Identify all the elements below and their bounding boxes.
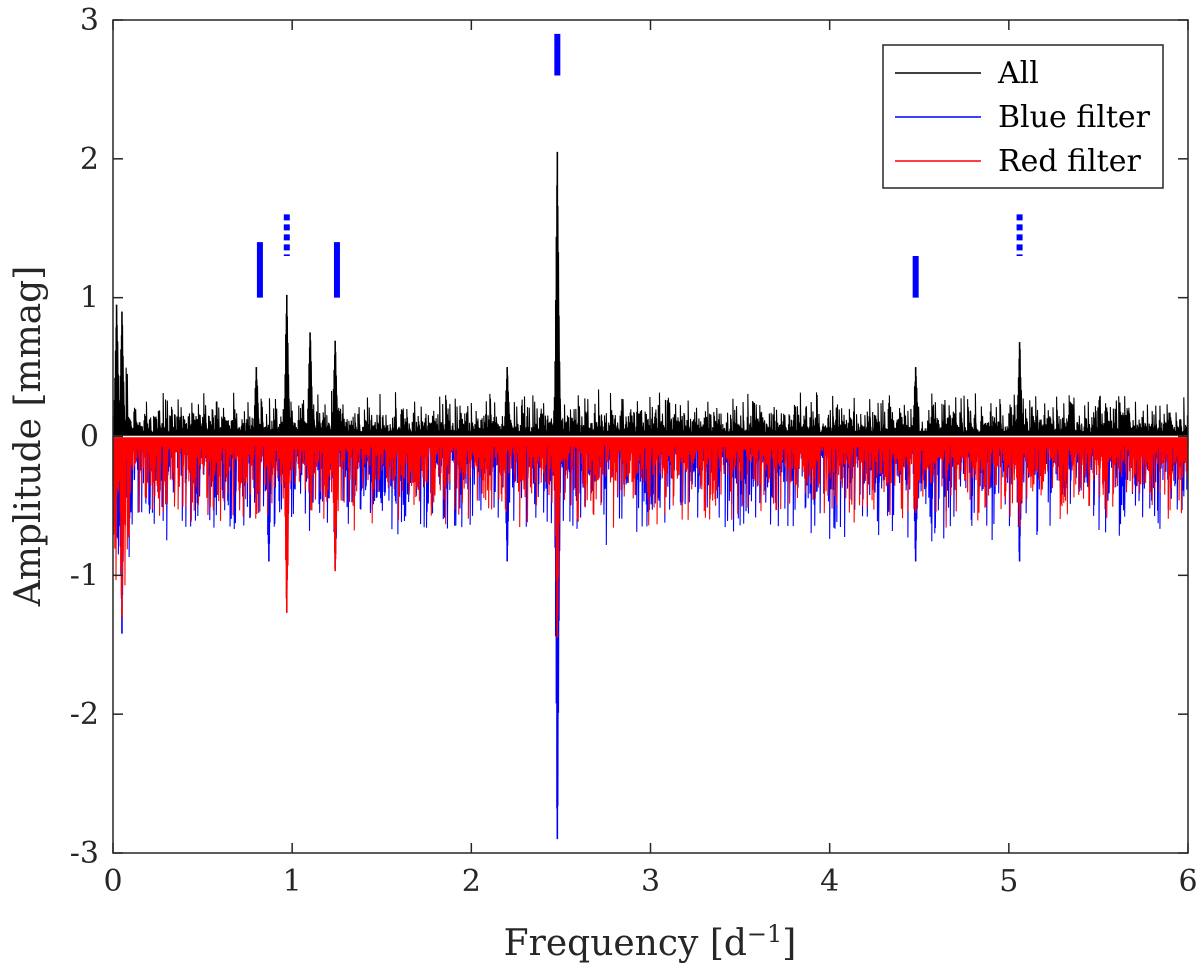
x-tick-label: 4 <box>820 864 839 899</box>
legend: All Blue filter Red filter <box>882 44 1164 189</box>
x-axis-label: Frequency [d−1] <box>504 920 797 964</box>
x-tick-label: 1 <box>283 864 302 899</box>
series-red-filter <box>112 436 1189 630</box>
series-all <box>112 173 1189 437</box>
y-tick-label: 2 <box>80 142 99 177</box>
legend-label: Blue filter <box>998 100 1151 135</box>
x-tick-label: 6 <box>1178 864 1197 899</box>
y-tick-label: -3 <box>70 836 99 871</box>
y-axis-label: Amplitude [mmag] <box>8 266 49 608</box>
y-tick-label: -2 <box>70 697 99 732</box>
x-tick-label: 0 <box>103 864 122 899</box>
annotation-layer <box>256 33 1023 298</box>
y-tick-label: 1 <box>80 281 99 316</box>
x-tick-label: 5 <box>999 864 1018 899</box>
y-tick-label: 3 <box>80 3 99 38</box>
legend-label: Red filter <box>998 144 1141 179</box>
x-tick-label: 3 <box>641 864 660 899</box>
y-tick-label: -1 <box>70 558 99 593</box>
tick-layer: 0 1 2 3 4 5 6 -3 -2 -1 0 1 2 3 <box>70 3 1198 899</box>
x-tick-label: 2 <box>462 864 481 899</box>
y-tick-label: 0 <box>80 420 99 455</box>
series-layer <box>112 151 1189 840</box>
legend-label: All <box>997 56 1039 91</box>
